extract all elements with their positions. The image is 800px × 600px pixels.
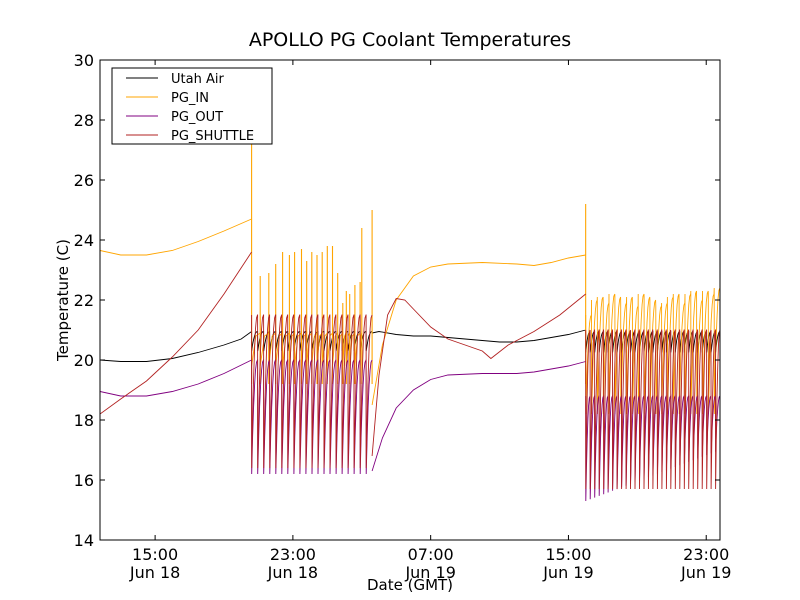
series-line-segment: [371, 293, 586, 457]
x-axis-label: Date (GMT): [367, 576, 453, 594]
legend-label: Utah Air: [171, 72, 224, 87]
x-tick-label-time: 07:00: [408, 545, 454, 564]
x-tick-label-time: 15:00: [545, 545, 591, 564]
x-tick-label-date: Jun 19: [680, 563, 731, 582]
chart-title: APOLLO PG Coolant Temperatures: [249, 29, 571, 51]
series-cycling-segment: [585, 287, 720, 415]
y-tick-label: 14: [74, 531, 94, 550]
y-tick-label: 30: [74, 51, 94, 70]
y-tick-label: 20: [74, 351, 94, 370]
y-axis-label: Temperature (C): [54, 239, 72, 362]
y-tick-label: 28: [74, 111, 94, 130]
y-axis: 14 16 18 20 22 24 26 28 30: [74, 51, 720, 550]
legend-label: PG_IN: [171, 91, 209, 106]
y-tick-label: 16: [74, 471, 94, 490]
x-tick-label-date: Jun 18: [267, 563, 318, 582]
y-tick-label: 24: [74, 231, 94, 250]
series-cycling-segment: [585, 329, 720, 490]
x-tick-label-time: 23:00: [683, 545, 729, 564]
series-line-segment: [100, 251, 252, 415]
y-tick-label: 18: [74, 411, 94, 430]
series-line-segment: [100, 218, 252, 256]
x-tick-label-time: 23:00: [270, 545, 316, 564]
legend-frame: [111, 67, 273, 145]
series-line-segment: [371, 254, 586, 406]
series-line-segment: [372, 329, 586, 343]
x-tick-label-date: Jun 19: [404, 563, 455, 582]
series-layer: [100, 138, 720, 502]
x-tick-label-date: Jun 19: [542, 563, 593, 582]
x-tick-label-time: 15:00: [132, 545, 178, 564]
y-tick-label: 22: [74, 291, 94, 310]
series-cycling-segment: [251, 314, 373, 469]
legend-label: PG_SHUTTLE: [171, 129, 254, 144]
series-line-segment: [371, 361, 586, 472]
series-line-segment: [100, 331, 252, 362]
legend: Utah Air PG_IN PG_OUT PG_SHUTTLE: [111, 67, 273, 145]
y-tick-label: 26: [74, 171, 94, 190]
legend-label: PG_OUT: [171, 110, 223, 125]
x-tick-label-date: Jun 18: [129, 563, 180, 582]
series-pg-shuttle: [100, 251, 720, 490]
series-line-segment: [100, 359, 252, 397]
